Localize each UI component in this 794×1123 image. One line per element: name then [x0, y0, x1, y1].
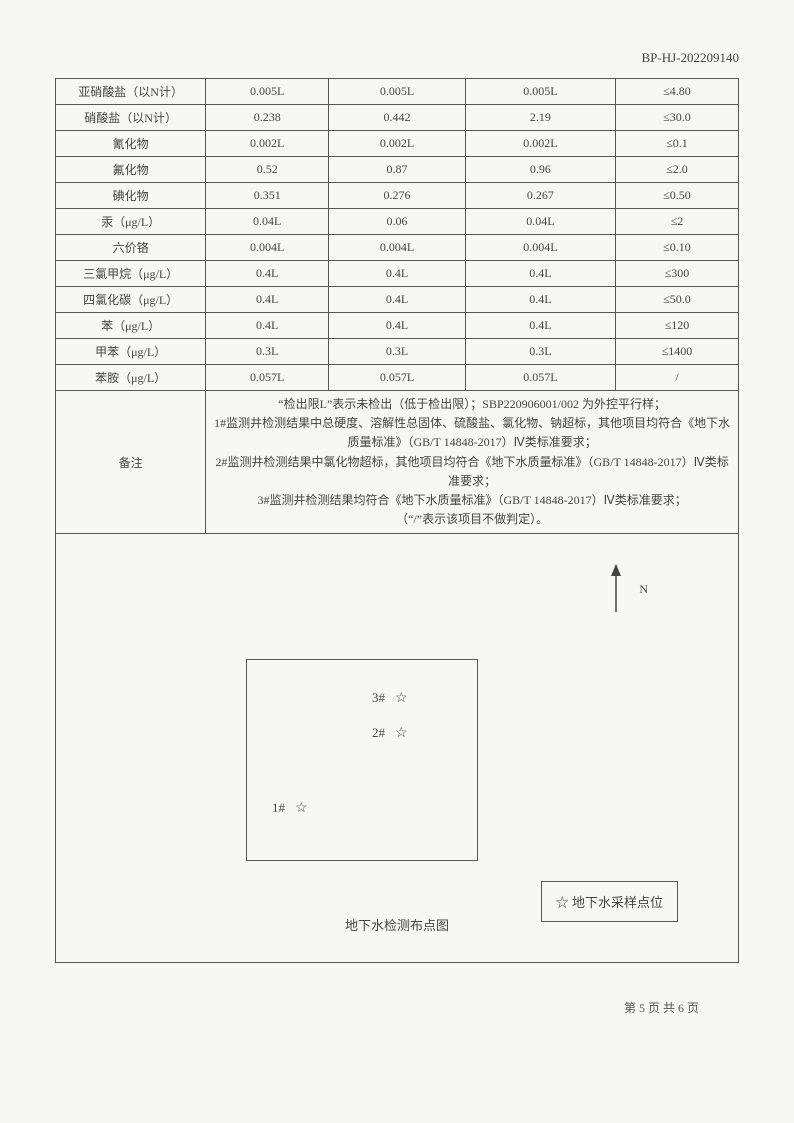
table-cell: 0.4L: [465, 313, 615, 339]
table-cell: 2.19: [465, 105, 615, 131]
table-cell: 0.057L: [465, 365, 615, 391]
table-cell: 0.4L: [206, 313, 329, 339]
table-cell: 0.4L: [329, 287, 466, 313]
table-cell: 氟化物: [56, 157, 206, 183]
table-row: 氟化物0.520.870.96≤2.0: [56, 157, 739, 183]
table-cell: 0.4L: [206, 261, 329, 287]
table-cell: 0.3L: [329, 339, 466, 365]
sample-marker: 3# ☆: [372, 690, 408, 707]
table-cell: ≤50.0: [616, 287, 739, 313]
table-cell: 0.04L: [465, 209, 615, 235]
table-cell: 0.87: [329, 157, 466, 183]
remarks-line: “检出限L”表示未检出（低于检出限）；SBP220906001/002 为外控平…: [212, 395, 732, 414]
marker-label: 1#: [272, 800, 285, 815]
legend-text: 地下水采样点位: [572, 895, 663, 910]
table-row: 苯（μg/L）0.4L0.4L0.4L≤120: [56, 313, 739, 339]
table-row: 苯胺（μg/L）0.057L0.057L0.057L/: [56, 365, 739, 391]
marker-label: 2#: [372, 725, 385, 740]
table-cell: 0.3L: [465, 339, 615, 365]
table-cell: 0.04L: [206, 209, 329, 235]
marker-label: 3#: [372, 690, 385, 705]
table-cell: 0.004L: [329, 235, 466, 261]
table-cell: 碘化物: [56, 183, 206, 209]
table-cell: 0.267: [465, 183, 615, 209]
table-cell: 0.442: [329, 105, 466, 131]
table-cell: 苯胺（μg/L）: [56, 365, 206, 391]
table-cell: 0.52: [206, 157, 329, 183]
table-row: 碘化物0.3510.2760.267≤0.50: [56, 183, 739, 209]
table-cell: 0.96: [465, 157, 615, 183]
remarks-line: 3#监测井检测结果均符合《地下水质量标准》（GB/T 14848-2017）Ⅳ类…: [212, 491, 732, 510]
sample-marker: 1# ☆: [272, 800, 308, 817]
star-icon: ☆: [395, 726, 408, 741]
table-row: 氰化物0.002L0.002L0.002L≤0.1: [56, 131, 739, 157]
table-cell: 0.002L: [329, 131, 466, 157]
table-cell: 0.005L: [206, 79, 329, 105]
north-arrow-icon: [608, 564, 624, 614]
remarks-line: 2#监测井检测结果中氯化物超标，其他项目均符合《地下水质量标准》（GB/T 14…: [212, 453, 732, 491]
table-cell: ≤120: [616, 313, 739, 339]
table-row: 亚硝酸盐（以N计）0.005L0.005L0.005L≤4.80: [56, 79, 739, 105]
table-cell: ≤1400: [616, 339, 739, 365]
table-cell: 0.4L: [206, 287, 329, 313]
table-cell: 氰化物: [56, 131, 206, 157]
results-table: 亚硝酸盐（以N计）0.005L0.005L0.005L≤4.80硝酸盐（以N计）…: [55, 78, 739, 963]
table-cell: 苯（μg/L）: [56, 313, 206, 339]
table-cell: 0.276: [329, 183, 466, 209]
table-cell: ≤2: [616, 209, 739, 235]
diagram-caption: 地下水检测布点图: [56, 915, 738, 934]
table-cell: 0.004L: [206, 235, 329, 261]
table-cell: 0.057L: [329, 365, 466, 391]
remarks-line: 1#监测井检测结果中总硬度、溶解性总固体、硫酸盐、氯化物、钠超标，其他项目均符合…: [212, 414, 732, 452]
table-cell: 0.4L: [329, 313, 466, 339]
table-cell: 六价铬: [56, 235, 206, 261]
table-cell: 硝酸盐（以N计）: [56, 105, 206, 131]
table-cell: 三氯甲烷（μg/L）: [56, 261, 206, 287]
north-indicator: N: [608, 564, 648, 614]
table-cell: 0.005L: [329, 79, 466, 105]
star-icon: ☆: [395, 691, 408, 706]
table-cell: ≤0.10: [616, 235, 739, 261]
document-id: BP-HJ-202209140: [55, 50, 739, 66]
table-row: 甲苯（μg/L）0.3L0.3L0.3L≤1400: [56, 339, 739, 365]
table-row: 汞（μg/L）0.04L0.060.04L≤2: [56, 209, 739, 235]
table-cell: 0.004L: [465, 235, 615, 261]
table-cell: 0.06: [329, 209, 466, 235]
table-row: 六价铬0.004L0.004L0.004L≤0.10: [56, 235, 739, 261]
site-box: 3# ☆ 2# ☆ 1# ☆: [246, 659, 478, 861]
table-cell: ≤0.1: [616, 131, 739, 157]
table-cell: 亚硝酸盐（以N计）: [56, 79, 206, 105]
table-cell: 0.4L: [465, 261, 615, 287]
table-cell: 甲苯（μg/L）: [56, 339, 206, 365]
table-cell: 0.351: [206, 183, 329, 209]
table-cell: 0.002L: [465, 131, 615, 157]
table-cell: 汞（μg/L）: [56, 209, 206, 235]
table-cell: 0.002L: [206, 131, 329, 157]
diagram-cell: N 3# ☆ 2# ☆ 1# ☆ ☆ 地下水采样点位 地下水检测布点图: [56, 534, 739, 963]
table-cell: /: [616, 365, 739, 391]
table-cell: ≤300: [616, 261, 739, 287]
legend-star-icon: ☆: [556, 895, 569, 910]
table-cell: 0.005L: [465, 79, 615, 105]
table-cell: 0.057L: [206, 365, 329, 391]
remarks-line: （“/”表示该项目不做判定）。: [212, 510, 732, 529]
table-cell: 四氯化碳（μg/L）: [56, 287, 206, 313]
table-row: 硝酸盐（以N计）0.2380.4422.19≤30.0: [56, 105, 739, 131]
remarks-label: 备注: [56, 391, 206, 534]
table-cell: ≤2.0: [616, 157, 739, 183]
table-row: 三氯甲烷（μg/L）0.4L0.4L0.4L≤300: [56, 261, 739, 287]
north-label: N: [639, 582, 648, 597]
table-cell: 0.238: [206, 105, 329, 131]
sample-marker: 2# ☆: [372, 725, 408, 742]
table-cell: 0.4L: [329, 261, 466, 287]
table-cell: ≤30.0: [616, 105, 739, 131]
table-row: 四氯化碳（μg/L）0.4L0.4L0.4L≤50.0: [56, 287, 739, 313]
table-cell: ≤0.50: [616, 183, 739, 209]
table-cell: ≤4.80: [616, 79, 739, 105]
star-icon: ☆: [295, 801, 308, 816]
remarks-body: “检出限L”表示未检出（低于检出限）；SBP220906001/002 为外控平…: [206, 391, 739, 534]
page-footer: 第 5 页 共 6 页: [55, 999, 699, 1016]
table-cell: 0.3L: [206, 339, 329, 365]
table-cell: 0.4L: [465, 287, 615, 313]
